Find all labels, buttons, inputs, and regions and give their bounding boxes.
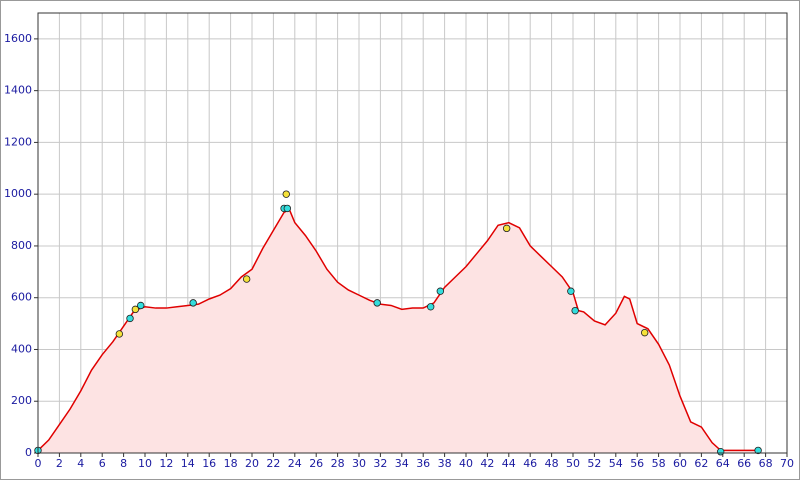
waypoint — [716, 448, 725, 456]
waypoint — [282, 190, 290, 198]
x-tick-label: 12 — [159, 457, 173, 470]
waypoint — [571, 306, 579, 315]
x-tick-label: 4 — [77, 457, 84, 470]
x-tick-label: 28 — [331, 457, 345, 470]
x-tick-label: 38 — [438, 457, 452, 470]
waypoint — [283, 204, 292, 213]
waypoint — [567, 287, 575, 295]
profile-line — [37, 208, 759, 452]
x-tick-label: 10 — [138, 457, 152, 470]
y-tick-label: 800 — [11, 239, 32, 252]
x-tick-label: 20 — [245, 457, 259, 470]
x-tick-label: 64 — [716, 457, 730, 470]
x-tick-label: 0 — [35, 457, 42, 470]
y-tick-label: 1200 — [4, 135, 32, 148]
plot-border — [37, 12, 788, 454]
x-tick-label: 70 — [780, 457, 794, 470]
y-tick-label: 600 — [11, 291, 32, 304]
x-tick-label: 46 — [523, 457, 537, 470]
x-tick-label: 6 — [99, 457, 106, 470]
x-tick-label: 40 — [459, 457, 473, 470]
x-tick-label: 32 — [373, 457, 387, 470]
x-tick-label: 48 — [545, 457, 559, 470]
x-tick-label: 62 — [694, 457, 708, 470]
x-tick-label: 26 — [309, 457, 323, 470]
x-tick-label: 42 — [480, 457, 494, 470]
y-tick-label: 1600 — [4, 32, 32, 45]
x-tick-label: 44 — [502, 457, 516, 470]
y-tick-label: 200 — [11, 394, 32, 407]
x-tick-label: 58 — [652, 457, 666, 470]
y-tick-label: 0 — [25, 446, 32, 459]
y-tick-label: 1400 — [4, 84, 32, 97]
x-tick-label: 2 — [56, 457, 63, 470]
x-tick-label: 60 — [673, 457, 687, 470]
x-tick-label: 14 — [181, 457, 195, 470]
x-tick-label: 50 — [566, 457, 580, 470]
area-fill — [38, 209, 759, 453]
y-tick-label: 400 — [11, 342, 32, 355]
x-tick-label: 52 — [587, 457, 601, 470]
x-tick-label: 54 — [609, 457, 623, 470]
waypoint — [426, 303, 435, 311]
waypoint — [436, 287, 445, 295]
x-tick-label: 56 — [630, 457, 644, 470]
waypoint — [373, 299, 381, 307]
x-tick-label: 30 — [352, 457, 366, 470]
x-tick-label: 66 — [737, 457, 751, 470]
waypoint — [502, 224, 511, 233]
waypoint — [126, 314, 134, 323]
waypoint — [189, 299, 197, 307]
x-tick-label: 68 — [759, 457, 773, 470]
waypoint — [115, 330, 124, 338]
waypoint — [137, 301, 145, 310]
x-tick-label: 24 — [288, 457, 302, 470]
x-tick-label: 18 — [224, 457, 238, 470]
x-tick-label: 34 — [395, 457, 409, 470]
waypoint — [131, 305, 140, 314]
waypoint — [754, 446, 762, 455]
waypoint — [242, 275, 251, 283]
x-tick-label: 22 — [266, 457, 280, 470]
y-tick-label: 1000 — [4, 187, 32, 200]
x-tick-label: 16 — [202, 457, 216, 470]
x-tick-label: 36 — [416, 457, 430, 470]
x-tick-label: 8 — [120, 457, 127, 470]
waypoint — [640, 328, 649, 337]
